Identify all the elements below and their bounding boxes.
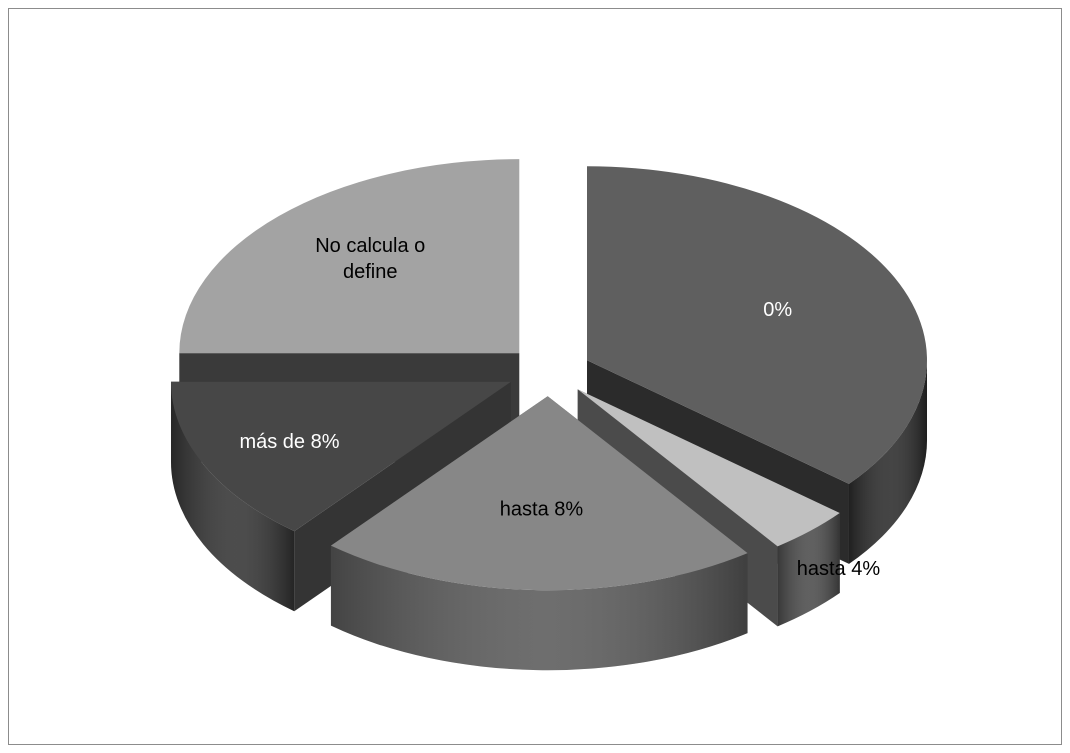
slice-rim-shade: [330, 545, 748, 671]
slice-rim-shade: [170, 381, 295, 612]
slice-rim-shade: [848, 360, 928, 564]
slice-label-mas-de-8pct: más de 8%: [239, 431, 339, 453]
slice-top: [587, 166, 928, 484]
slice-top: [577, 389, 840, 547]
slice-top: [179, 159, 520, 354]
slice-top: [170, 381, 511, 532]
pie-slice-hasta-8pct: [330, 396, 748, 671]
slice-label-hasta-8pct: hasta 8%: [500, 499, 584, 521]
slice-rim-shade: [777, 513, 840, 627]
slice-top: [330, 396, 748, 591]
slice-label-no-calcula-o-define: No calcula o define: [315, 235, 425, 283]
slice-label-hasta-4pct: hasta 4%: [797, 558, 881, 580]
slice-label-0pct: 0%: [763, 299, 792, 321]
